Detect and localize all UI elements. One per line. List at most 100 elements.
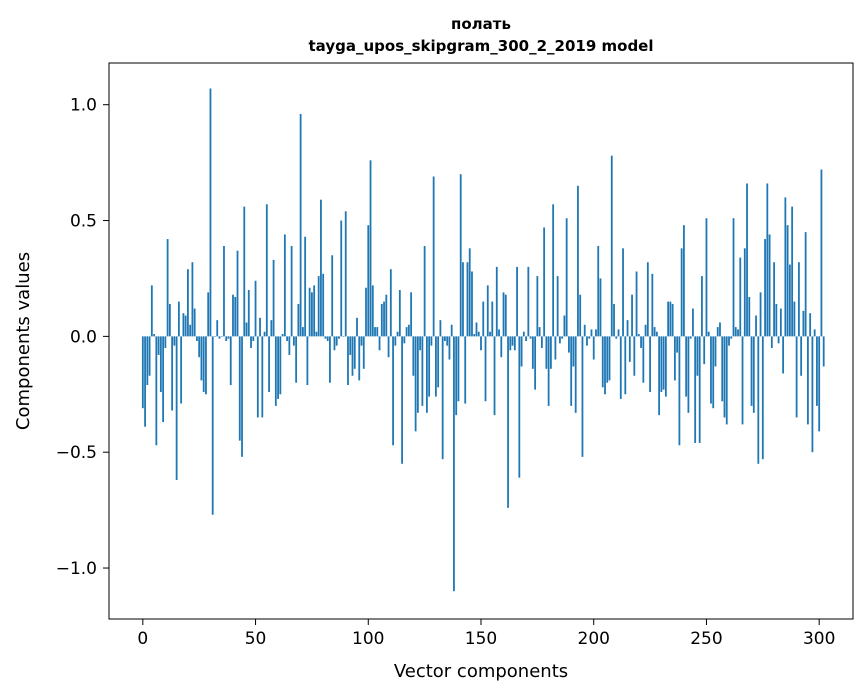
bar-221 — [640, 336, 642, 348]
bar-134 — [444, 336, 446, 341]
bar-173 — [531, 336, 534, 369]
x-axis-label: Vector components — [394, 661, 568, 682]
bar-116 — [403, 336, 406, 344]
bar-143 — [464, 336, 467, 404]
bar-103 — [374, 327, 376, 337]
bar-120 — [412, 336, 415, 376]
bar-177 — [540, 336, 543, 348]
bar-163 — [509, 336, 512, 351]
bar-66 — [290, 246, 293, 337]
bar-136 — [448, 336, 451, 360]
bar-97 — [360, 336, 363, 346]
x-tick-label-300: 300 — [803, 629, 835, 649]
bar-215 — [626, 320, 629, 337]
bar-225 — [649, 336, 651, 392]
bar-185 — [559, 336, 561, 344]
bar-91 — [347, 336, 349, 386]
bar-205 — [604, 336, 606, 395]
bar-265 — [739, 257, 742, 337]
bar-111 — [392, 336, 394, 446]
bar-148 — [475, 322, 478, 337]
bar-277 — [766, 183, 769, 337]
bar-33 — [216, 320, 219, 337]
bar-289 — [793, 301, 796, 337]
x-tick-label-250: 250 — [690, 629, 722, 649]
bar-206 — [606, 336, 609, 383]
bar-86 — [335, 336, 338, 346]
bar-84 — [331, 255, 334, 337]
bar-55 — [265, 204, 268, 337]
bar-183 — [554, 336, 557, 360]
bar-65 — [288, 336, 291, 355]
bar-219 — [635, 271, 638, 337]
bar-113 — [396, 331, 399, 337]
bar-270 — [750, 336, 753, 406]
bar-94 — [353, 336, 356, 369]
bar-72 — [304, 236, 307, 337]
bar-46 — [245, 322, 248, 337]
bar-266 — [741, 336, 744, 425]
bar-264 — [737, 329, 739, 337]
bar-64 — [286, 336, 289, 341]
bar-146 — [471, 271, 473, 337]
bar-30 — [209, 88, 212, 337]
bar-222 — [642, 336, 645, 383]
bar-137 — [450, 324, 453, 337]
bar-301 — [820, 169, 823, 337]
bar-83 — [329, 336, 331, 383]
bar-122 — [416, 336, 419, 413]
bar-126 — [425, 336, 428, 413]
bar-26 — [200, 336, 203, 381]
bar-194 — [579, 294, 582, 337]
bar-127 — [428, 336, 431, 397]
bar-49 — [252, 336, 255, 341]
bar-79 — [320, 199, 322, 337]
bar-299 — [816, 336, 818, 406]
bar-57 — [270, 320, 273, 337]
bar-106 — [380, 303, 383, 337]
bar-0 — [141, 336, 144, 409]
bar-302 — [822, 336, 825, 367]
bar-281 — [775, 303, 778, 337]
bar-210 — [615, 336, 618, 339]
bar-7 — [157, 336, 160, 355]
bar-207 — [608, 336, 611, 381]
bar-290 — [795, 336, 798, 418]
bar-60 — [277, 336, 279, 399]
bar-242 — [687, 336, 690, 413]
bar-98 — [362, 336, 365, 369]
bar-132 — [439, 320, 442, 337]
bar-272 — [755, 315, 757, 337]
bar-300 — [818, 336, 821, 432]
bar-12 — [168, 303, 171, 337]
bar-56 — [268, 336, 270, 392]
bar-247 — [698, 336, 701, 443]
bar-202 — [597, 246, 600, 337]
x-tick-label-0: 0 — [137, 629, 148, 649]
bar-121 — [414, 336, 417, 432]
x-tick-label-100: 100 — [352, 629, 384, 649]
y-tick-label-1: −0.5 — [56, 443, 97, 463]
bar-69 — [297, 303, 300, 337]
bar-253 — [712, 336, 715, 409]
bar-150 — [480, 336, 482, 351]
bar-31 — [211, 336, 214, 515]
bar-182 — [552, 204, 555, 337]
bar-179 — [545, 336, 548, 369]
bar-203 — [599, 278, 602, 337]
bar-22 — [191, 262, 194, 337]
bar-108 — [385, 294, 388, 337]
bar-285 — [784, 197, 787, 337]
bar-17 — [180, 336, 183, 404]
bar-104 — [376, 327, 379, 337]
bar-174 — [534, 336, 537, 390]
bar-62 — [281, 334, 284, 337]
bar-133 — [441, 336, 444, 460]
bar-226 — [651, 273, 654, 337]
bar-212 — [619, 336, 622, 399]
bar-114 — [398, 290, 401, 337]
bar-176 — [538, 327, 541, 337]
